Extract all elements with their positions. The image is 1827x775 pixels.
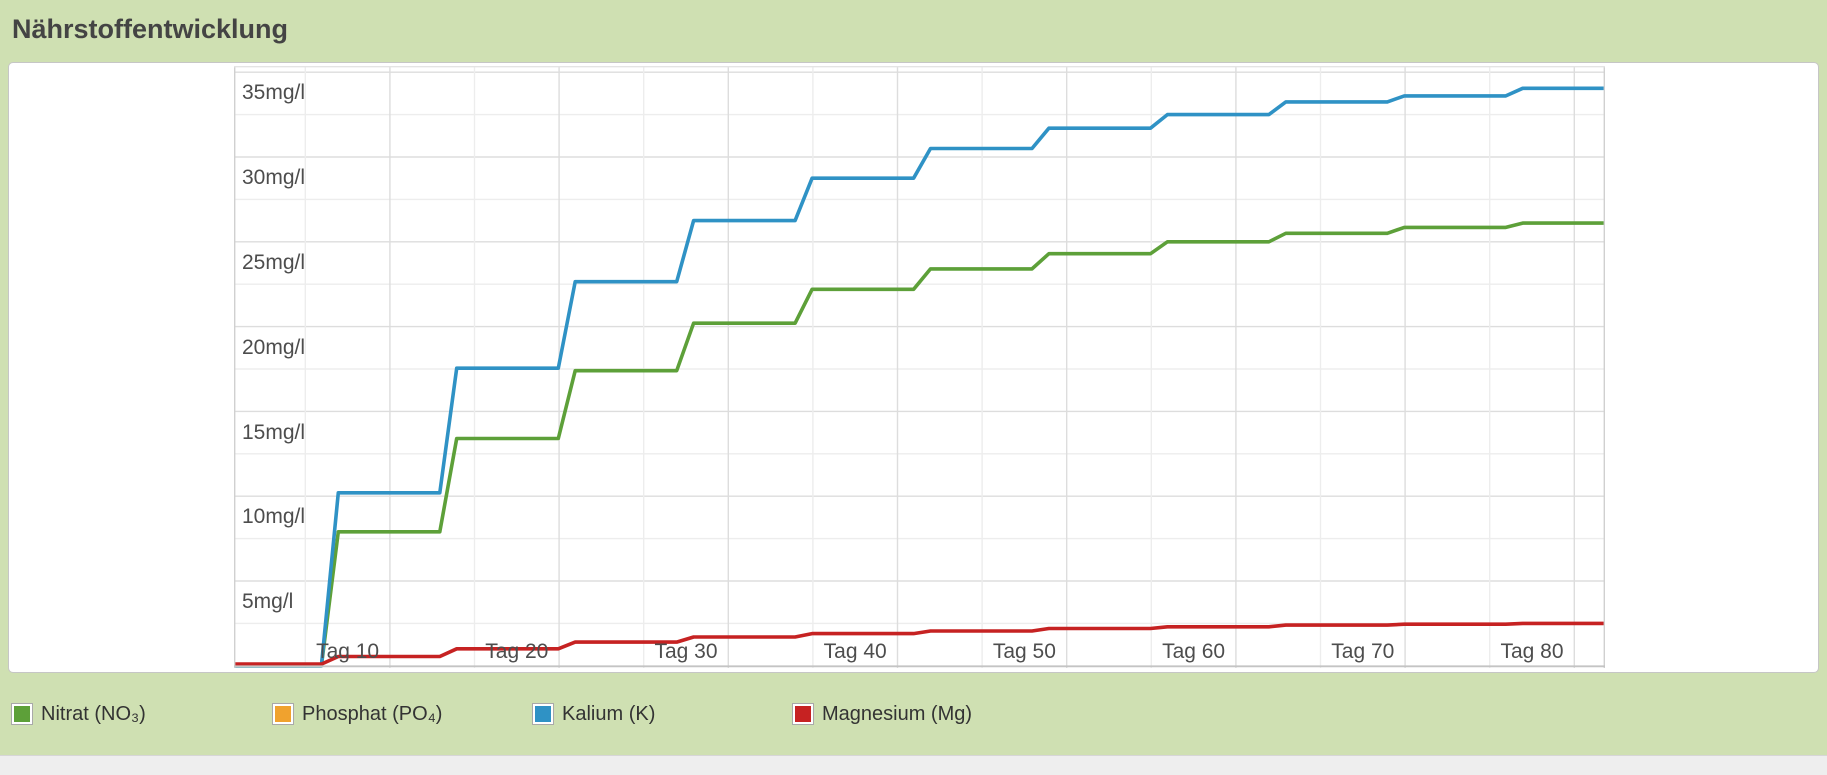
y-axis-label: 10mg/l [242,505,306,529]
legend-label: Kalium (K) [562,702,656,725]
legend-swatch-magnesium [792,703,814,725]
chart-canvas [234,66,1605,668]
series-line-kalium [234,86,1605,668]
y-axis-label: 15mg/l [242,420,306,444]
x-axis-label: Tag 10 [316,639,380,663]
status-strip [0,755,1827,775]
x-axis-label: Tag 70 [1331,639,1395,663]
chart-legend: Nitrat (NO₃) Phosphat (PO₄) Kalium (K) Magn… [0,700,1827,732]
legend-swatch-kalium [532,703,554,725]
x-axis-label: Tag 30 [654,639,718,663]
y-axis-label: 30mg/l [242,166,306,190]
legend-item-phosphat[interactable]: Phosphat (PO₄) [272,700,443,728]
legend-label: Magnesium (Mg) [822,702,973,725]
chart-card [8,62,1819,673]
x-axis-label: Tag 60 [1162,639,1226,663]
x-axis-label: Tag 40 [823,639,887,663]
legend-item-kalium[interactable]: Kalium (K) [532,700,656,728]
legend-swatch-nitrat [11,703,33,725]
x-axis-label: Tag 80 [1500,639,1564,663]
series-line-nitrat [234,221,1605,668]
legend-item-magnesium[interactable]: Magnesium (Mg) [792,700,973,728]
legend-label: Nitrat (NO₃) [41,702,146,725]
plot-area: 35mg/l 30mg/l 25mg/l 20mg/l 15mg/l 10mg/l 5mg/… [234,66,1605,668]
y-axis-label: 5mg/l [242,590,294,614]
series-line-magnesium [234,621,1605,666]
x-axis-label: Tag 20 [485,639,549,663]
legend-swatch-phosphat [272,703,294,725]
title-bar: Nährstoffentwicklung [0,0,1827,62]
y-axis-label: 20mg/l [242,335,306,359]
y-axis-label: 25mg/l [242,251,306,274]
y-axis-label: 35mg/l [242,81,306,105]
legend-item-nitrat[interactable]: Nitrat (NO₃) [11,700,146,728]
page-title: Nährstoffentwicklung [12,14,289,44]
x-axis-label: Tag 50 [992,639,1056,663]
legend-label: Phosphat (PO₄) [302,702,443,725]
